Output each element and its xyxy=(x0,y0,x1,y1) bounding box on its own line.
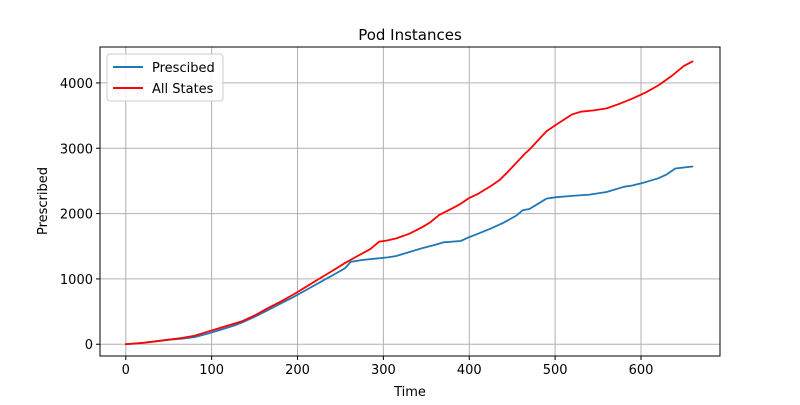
x-tick-label: 500 xyxy=(543,363,568,378)
chart-title: Pod Instances xyxy=(358,26,462,44)
axis-ticks: 0 100 200 300 400 500 600 0 1000 2000 3000 4000 xyxy=(60,77,654,378)
y-tick-label: 0 xyxy=(85,338,93,353)
x-tick-label: 600 xyxy=(629,363,654,378)
y-tick-label: 2000 xyxy=(60,208,93,223)
y-tick-label: 1000 xyxy=(60,273,93,288)
series-line-all-states xyxy=(124,60,694,346)
x-tick-label: 100 xyxy=(199,363,224,378)
grid-lines xyxy=(100,47,720,356)
legend-box xyxy=(106,53,224,102)
x-tick-label: 200 xyxy=(285,363,310,378)
x-tick-label: 400 xyxy=(457,363,482,378)
series-lines xyxy=(124,60,694,346)
y-axis-label: Prescribed xyxy=(36,167,51,235)
x-axis-label: Time xyxy=(393,385,426,400)
legend-label-prescibed: Prescibed xyxy=(152,61,215,76)
y-tick-label: 4000 xyxy=(60,77,93,92)
x-tick-label: 300 xyxy=(371,363,396,378)
series-line-prescibed xyxy=(124,165,694,346)
legend: Prescibed All States xyxy=(106,53,224,102)
y-tick-label: 3000 xyxy=(60,142,93,157)
plot-area-frame xyxy=(99,46,721,357)
x-tick-label: 0 xyxy=(122,363,130,378)
legend-label-all-states: All States xyxy=(152,82,214,97)
